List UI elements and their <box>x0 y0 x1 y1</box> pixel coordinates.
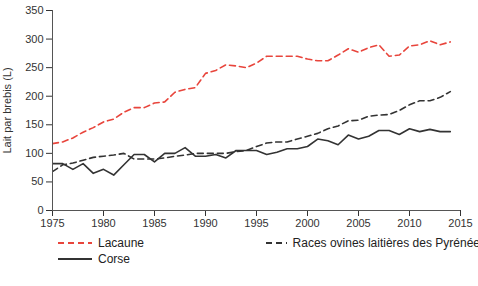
svg-text:1995: 1995 <box>244 217 268 229</box>
svg-text:1980: 1980 <box>91 217 115 229</box>
svg-text:250: 250 <box>25 61 43 73</box>
svg-text:100: 100 <box>25 147 43 159</box>
svg-text:Lait par brebis (L): Lait par brebis (L) <box>1 67 13 153</box>
svg-text:350: 350 <box>25 4 43 16</box>
svg-text:200: 200 <box>25 90 43 102</box>
svg-text:2000: 2000 <box>295 217 319 229</box>
svg-text:1985: 1985 <box>142 217 166 229</box>
svg-text:0: 0 <box>37 204 43 216</box>
svg-text:2005: 2005 <box>346 217 370 229</box>
svg-text:50: 50 <box>31 175 43 187</box>
svg-text:1990: 1990 <box>193 217 217 229</box>
svg-text:2015: 2015 <box>448 217 472 229</box>
html-text:Corse: Corse <box>98 252 130 266</box>
svg-text:150: 150 <box>25 118 43 130</box>
html-text:Lacaune: Lacaune <box>98 236 144 250</box>
svg-text:300: 300 <box>25 33 43 45</box>
svg-text:1975: 1975 <box>40 217 64 229</box>
svg-text:2010: 2010 <box>397 217 421 229</box>
